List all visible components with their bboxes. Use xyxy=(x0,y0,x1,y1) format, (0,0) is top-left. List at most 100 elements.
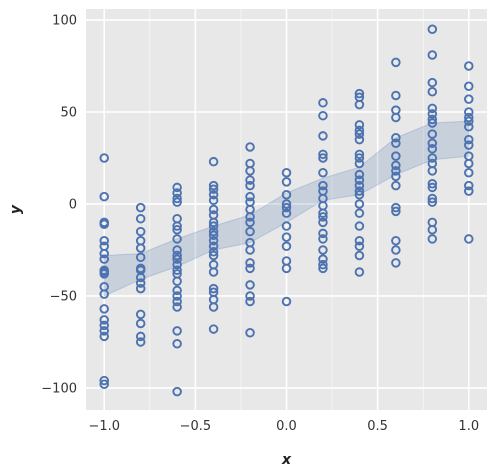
data-point xyxy=(245,142,255,152)
data-point xyxy=(135,226,146,237)
data-point xyxy=(354,99,365,110)
data-point xyxy=(354,267,365,277)
data-point xyxy=(464,61,474,71)
data-point xyxy=(245,191,255,202)
data-point xyxy=(208,195,219,206)
data-point xyxy=(354,221,365,231)
data-point xyxy=(391,202,401,213)
data-point xyxy=(464,180,474,191)
y-tick-label: 0 xyxy=(69,197,77,212)
data-point xyxy=(208,180,219,191)
data-point xyxy=(318,212,328,222)
data-point xyxy=(172,285,182,296)
data-point xyxy=(427,138,438,149)
data-point xyxy=(391,206,401,217)
data-point xyxy=(354,190,365,200)
data-point xyxy=(208,226,219,237)
data-point xyxy=(172,188,182,198)
data-point xyxy=(427,224,438,235)
data-point xyxy=(172,250,182,261)
data-point xyxy=(354,149,365,160)
data-point xyxy=(99,191,109,202)
data-point xyxy=(172,326,182,336)
data-point xyxy=(354,180,365,191)
data-point xyxy=(427,87,438,97)
data-point xyxy=(354,153,365,163)
data-point xyxy=(464,116,474,126)
data-point xyxy=(245,166,255,176)
data-point xyxy=(391,180,401,191)
data-point xyxy=(391,258,401,268)
data-point xyxy=(208,283,219,294)
data-point xyxy=(172,234,182,244)
data-point xyxy=(427,166,438,176)
data-point xyxy=(318,149,328,160)
data-point xyxy=(99,219,109,229)
data-point xyxy=(135,309,146,320)
data-point xyxy=(391,151,401,161)
data-point xyxy=(245,245,255,255)
data-point xyxy=(245,212,255,222)
data-point xyxy=(318,110,328,121)
data-point xyxy=(318,234,328,244)
y-tick-label: −100 xyxy=(41,381,77,396)
data-point xyxy=(208,236,219,246)
data-point xyxy=(427,234,438,244)
data-point xyxy=(427,50,438,60)
data-point xyxy=(464,121,474,132)
data-points xyxy=(99,24,474,397)
data-point xyxy=(391,90,401,101)
data-point xyxy=(354,241,365,252)
data-point xyxy=(245,217,255,228)
data-point xyxy=(172,254,182,264)
data-point xyxy=(172,265,182,275)
data-point xyxy=(354,129,365,139)
data-point xyxy=(354,134,365,145)
data-point xyxy=(172,339,182,349)
data-point xyxy=(99,254,109,264)
data-point xyxy=(391,236,401,246)
y-tick-label: 50 xyxy=(60,106,77,121)
data-point xyxy=(318,245,328,255)
data-point xyxy=(135,272,146,283)
data-point xyxy=(318,131,328,141)
data-point xyxy=(281,208,292,218)
data-point xyxy=(354,120,365,130)
x-tick-label: 0.0 xyxy=(276,419,297,434)
data-point xyxy=(99,379,109,389)
data-point xyxy=(172,193,182,204)
data-point xyxy=(464,167,474,178)
data-point xyxy=(208,156,219,167)
data-point xyxy=(427,144,438,154)
data-point xyxy=(427,24,438,34)
data-point xyxy=(464,158,474,169)
data-point xyxy=(354,208,365,218)
data-point xyxy=(172,224,182,235)
data-point xyxy=(427,77,438,88)
y-tick-label: −50 xyxy=(50,289,77,304)
data-point xyxy=(208,247,219,257)
data-point xyxy=(464,140,474,150)
data-point xyxy=(245,280,255,290)
x-tick-labels: −1.0 −0.5 0.0 0.5 1.0 xyxy=(88,419,479,434)
data-point xyxy=(464,234,474,244)
data-point xyxy=(245,175,255,185)
data-point xyxy=(427,129,438,139)
data-point xyxy=(391,171,401,182)
data-point xyxy=(281,241,292,252)
data-point xyxy=(318,254,328,264)
data-point xyxy=(135,252,146,263)
data-point xyxy=(99,326,109,336)
data-point xyxy=(135,318,146,329)
data-point xyxy=(208,204,219,215)
data-point xyxy=(281,263,292,274)
data-point xyxy=(391,138,401,149)
data-point xyxy=(391,112,401,123)
data-point xyxy=(245,226,255,237)
data-point xyxy=(354,250,365,261)
data-point xyxy=(354,158,365,169)
data-point xyxy=(464,186,474,196)
data-point xyxy=(99,289,109,299)
data-point xyxy=(135,202,146,213)
data-point xyxy=(464,81,474,92)
